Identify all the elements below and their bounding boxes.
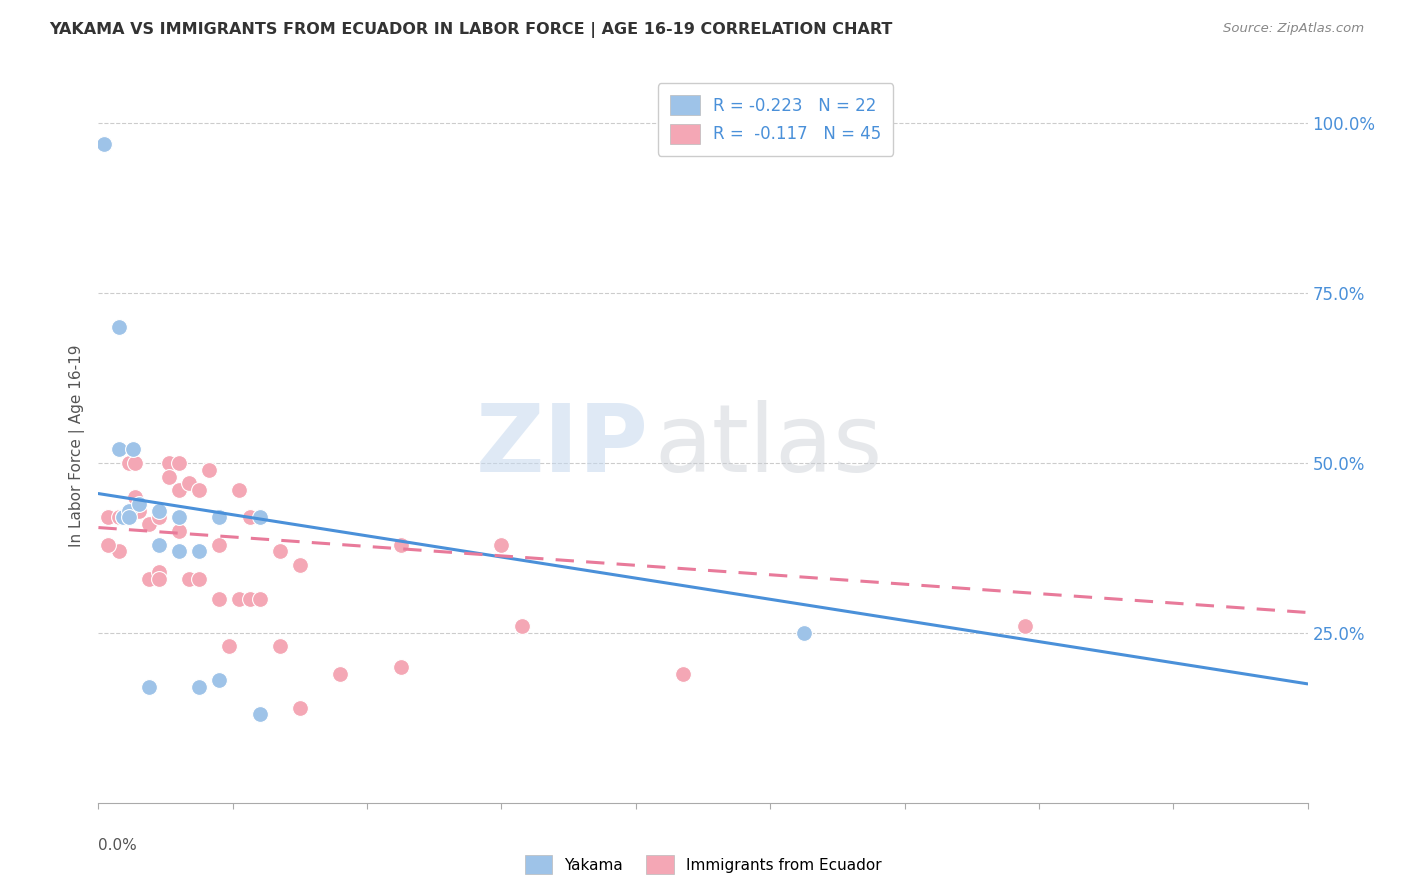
Point [672, 666, 695, 681]
Point [167, 483, 190, 498]
Point [157, 456, 180, 470]
Point [157, 469, 180, 483]
Point [97, 510, 120, 524]
Point [389, 660, 412, 674]
Point [208, 591, 231, 606]
Point [288, 558, 311, 572]
Text: Source: ZipAtlas.com: Source: ZipAtlas.com [1223, 22, 1364, 36]
Point [118, 503, 141, 517]
Point [128, 503, 150, 517]
Text: YAKAMA VS IMMIGRANTS FROM ECUADOR IN LABOR FORCE | AGE 16-19 CORRELATION CHART: YAKAMA VS IMMIGRANTS FROM ECUADOR IN LAB… [49, 22, 893, 38]
Point [218, 640, 240, 654]
Point [167, 524, 190, 538]
Point [148, 565, 170, 579]
Point [249, 707, 271, 722]
Point [1014, 619, 1036, 633]
Y-axis label: In Labor Force | Age 16-19: In Labor Force | Age 16-19 [69, 344, 84, 548]
Point [107, 544, 129, 558]
Point [97, 510, 120, 524]
Point [167, 510, 190, 524]
Point [107, 510, 129, 524]
Point [124, 490, 146, 504]
Text: 0.0%: 0.0% [98, 838, 138, 854]
Point [93, 136, 115, 151]
Point [269, 544, 291, 558]
Point [228, 591, 250, 606]
Point [491, 537, 513, 551]
Point [239, 591, 262, 606]
Point [118, 503, 141, 517]
Point [148, 537, 170, 551]
Point [188, 572, 211, 586]
Point [198, 463, 221, 477]
Point [111, 510, 134, 524]
Point [138, 517, 160, 532]
Point [111, 510, 134, 524]
Point [389, 537, 412, 551]
Point [107, 320, 129, 334]
Point [124, 456, 146, 470]
Point [118, 456, 141, 470]
Point [179, 572, 201, 586]
Point [138, 572, 160, 586]
Text: atlas: atlas [655, 400, 883, 492]
Point [188, 544, 211, 558]
Point [208, 537, 231, 551]
Point [128, 497, 150, 511]
Legend: R = -0.223   N = 22, R =  -0.117   N = 45: R = -0.223 N = 22, R = -0.117 N = 45 [658, 83, 893, 155]
Point [107, 442, 129, 457]
Point [208, 510, 231, 524]
Point [167, 544, 190, 558]
Point [118, 510, 141, 524]
Point [148, 572, 170, 586]
Point [121, 442, 143, 457]
Point [249, 510, 271, 524]
Point [208, 673, 231, 688]
Point [269, 640, 291, 654]
Point [179, 476, 201, 491]
Point [288, 700, 311, 714]
Point [148, 510, 170, 524]
Point [138, 680, 160, 694]
Point [188, 680, 211, 694]
Legend: Yakama, Immigrants from Ecuador: Yakama, Immigrants from Ecuador [519, 849, 887, 880]
Point [218, 640, 240, 654]
Point [167, 456, 190, 470]
Point [148, 503, 170, 517]
Point [793, 626, 815, 640]
Point [249, 591, 271, 606]
Point [97, 537, 120, 551]
Point [228, 483, 250, 498]
Text: ZIP: ZIP [475, 400, 648, 492]
Point [329, 666, 352, 681]
Point [188, 483, 211, 498]
Point [510, 619, 533, 633]
Point [239, 510, 262, 524]
Point [93, 136, 115, 151]
